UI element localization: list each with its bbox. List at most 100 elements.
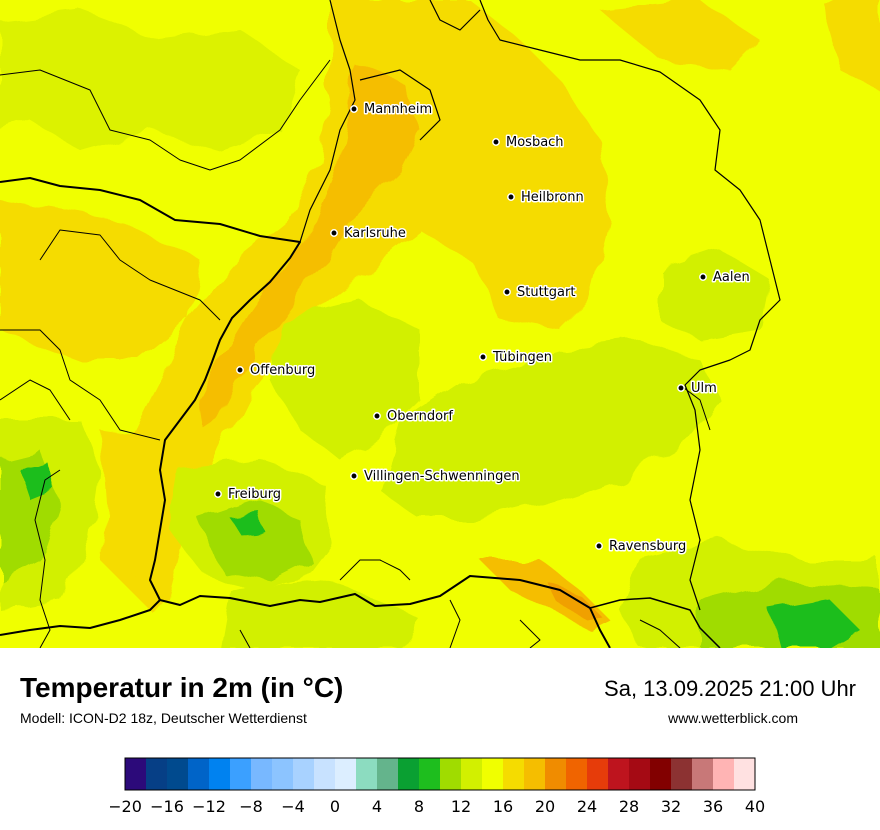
city-label: Villingen-Schwenningen — [364, 469, 520, 484]
border-region — [679, 384, 711, 431]
legend-tick-label: −4 — [281, 797, 305, 816]
city-marker: Karlsruhe — [330, 225, 407, 243]
city-label: Ulm — [691, 381, 717, 396]
city-dot — [214, 490, 222, 498]
legend-color-swatch — [377, 758, 399, 790]
temperature-area-cool — [220, 580, 420, 648]
legend-color-swatch — [335, 758, 357, 790]
forecast-datetime: Sa, 13.09.2025 21:00 Uhr — [604, 676, 856, 701]
legend-color-swatch — [230, 758, 252, 790]
legend-tick-label: 36 — [703, 797, 723, 816]
border-region — [449, 599, 461, 648]
temperature-area-cool — [380, 340, 720, 520]
city-label: Mosbach — [506, 135, 564, 150]
city-dot — [330, 229, 338, 237]
legend-tick-label: 32 — [661, 797, 681, 816]
legend-color-swatch — [671, 758, 693, 790]
borders — [0, 0, 781, 648]
legend-color-swatch — [608, 758, 630, 790]
border-region — [34, 469, 61, 648]
map-title: Temperatur in 2m (in °C) — [20, 672, 344, 703]
border-national — [0, 599, 161, 636]
temperature-area-warm — [0, 200, 200, 360]
border-region — [239, 629, 251, 648]
legend-tick-label: −20 — [110, 797, 142, 816]
city-label: Stuttgart — [517, 285, 575, 300]
legend-tick-label: 28 — [619, 797, 639, 816]
legend-color-swatch — [440, 758, 462, 790]
city-marker: Ulm — [677, 380, 718, 398]
legend-color-swatch — [503, 758, 525, 790]
city-dot — [507, 193, 515, 201]
legend-color-swatch — [482, 758, 504, 790]
border-state — [0, 59, 331, 171]
legend-tick-label: 40 — [745, 797, 765, 816]
border-region — [0, 379, 71, 421]
temperature-area-hot — [550, 585, 600, 618]
city-dot — [373, 412, 381, 420]
city-marker: Tübingen — [479, 349, 554, 367]
city-dot — [503, 288, 511, 296]
temperature-area-warm — [820, 0, 880, 90]
city-dot — [350, 472, 358, 480]
city-dot — [677, 384, 685, 392]
city-dot — [350, 105, 358, 113]
legend-tick-label: 0 — [330, 797, 340, 816]
temperature-area-cold — [200, 500, 310, 580]
city-dot — [699, 273, 707, 281]
border-state — [429, 0, 481, 31]
legend-tick-label: −16 — [150, 797, 184, 816]
border-region — [639, 619, 681, 648]
legend-color-swatch — [188, 758, 210, 790]
legend-color-swatch — [209, 758, 231, 790]
temperature-field — [0, 0, 880, 648]
temperature-area-warm — [100, 430, 170, 580]
city-marker: Mosbach — [492, 134, 565, 152]
footer: Temperatur in 2m (in °C) Modell: ICON-D2… — [0, 648, 880, 830]
temperature-map: Mannheim Mosbach Heilbronn Karlsruhe Aalen St… — [0, 0, 880, 648]
border-state — [359, 69, 441, 141]
legend-tick-label: 20 — [535, 797, 555, 816]
temperature-area-cool — [660, 250, 770, 340]
city-marker: Heilbronn — [507, 189, 585, 207]
border-region — [39, 229, 221, 321]
temperature-area-coldest — [20, 465, 55, 500]
border-region — [339, 559, 411, 581]
legend-color-swatch — [419, 758, 441, 790]
legend-color-swatch — [734, 758, 756, 790]
city-label: Heilbronn — [521, 190, 584, 205]
legend-color-swatch — [314, 758, 336, 790]
legend-color-swatch — [545, 758, 567, 790]
legend-color-swatch — [293, 758, 315, 790]
legend-tick-label: −12 — [192, 797, 226, 816]
legend-color-swatch — [692, 758, 714, 790]
border-state — [479, 0, 781, 611]
city-marker: Freiburg — [214, 486, 283, 504]
legend-tick-label: −8 — [239, 797, 263, 816]
city-markers: Mannheim Mosbach Heilbronn Karlsruhe Aalen St… — [214, 101, 751, 556]
legend-tick-label: 8 — [414, 797, 424, 816]
legend-frame — [124, 757, 756, 791]
city-marker: Offenburg — [236, 362, 317, 380]
city-label: Ravensburg — [609, 539, 686, 554]
legend-color-swatch — [587, 758, 609, 790]
city-marker: Mannheim — [350, 101, 434, 119]
city-dot — [595, 542, 603, 550]
legend-color-swatch — [398, 758, 420, 790]
city-marker: Stuttgart — [503, 284, 577, 302]
map-subtitle: Modell: ICON-D2 18z, Deutscher Wetterdie… — [20, 710, 307, 726]
city-dot — [479, 353, 487, 361]
temperature-area-coldest — [770, 600, 860, 648]
legend-color-swatch — [356, 758, 378, 790]
website-link[interactable]: www.wetterblick.com — [668, 710, 798, 726]
city-dot — [492, 138, 500, 146]
legend-color-swatch — [461, 758, 483, 790]
legend-color-swatch — [272, 758, 294, 790]
legend-color-swatch — [524, 758, 546, 790]
border-region — [0, 329, 161, 441]
legend-tick-label: 12 — [451, 797, 471, 816]
city-marker: Oberndorf — [373, 408, 455, 426]
legend-color-swatch — [251, 758, 273, 790]
city-label: Offenburg — [250, 363, 315, 378]
city-marker: Villingen-Schwenningen — [350, 468, 521, 486]
